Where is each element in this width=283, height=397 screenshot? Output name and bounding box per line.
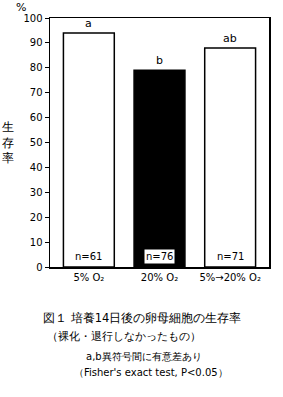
svg-text:60: 60 <box>30 112 43 123</box>
svg-text:%: % <box>16 1 26 14</box>
svg-text:（Fisher's exact test, P<0.05）: （Fisher's exact test, P<0.05） <box>74 367 228 378</box>
svg-text:（裸化・退行しなかったもの）: （裸化・退行しなかったもの） <box>47 330 201 343</box>
svg-text:80: 80 <box>30 62 43 73</box>
svg-text:a: a <box>85 17 92 30</box>
svg-text:n=61: n=61 <box>75 251 102 262</box>
svg-text:5% O₂: 5% O₂ <box>73 272 104 283</box>
svg-text:40: 40 <box>30 162 43 173</box>
svg-text:10: 10 <box>30 237 43 248</box>
svg-text:生存率: 生存率 <box>2 120 14 165</box>
svg-text:ab: ab <box>223 32 237 45</box>
svg-text:70: 70 <box>30 87 43 98</box>
svg-text:0: 0 <box>36 262 42 273</box>
svg-text:n=71: n=71 <box>217 251 244 262</box>
svg-text:5%→20% O₂: 5%→20% O₂ <box>199 272 261 283</box>
svg-text:30: 30 <box>30 187 43 198</box>
svg-text:50: 50 <box>30 137 43 148</box>
svg-text:100: 100 <box>23 13 42 24</box>
svg-text:n=76: n=76 <box>146 251 173 262</box>
svg-text:20% O₂: 20% O₂ <box>141 272 178 283</box>
svg-text:b: b <box>156 54 163 67</box>
svg-text:90: 90 <box>30 37 43 48</box>
svg-text:図１ 培養14日後の卵母細胞の生存率: 図１ 培養14日後の卵母細胞の生存率 <box>43 311 241 325</box>
svg-text:a,b異符号間に有意差あり: a,b異符号間に有意差あり <box>86 351 202 362</box>
svg-text:20: 20 <box>30 212 43 223</box>
